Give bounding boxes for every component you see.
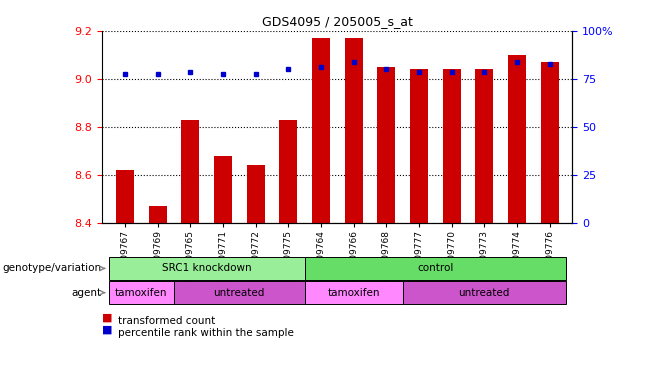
- Bar: [345, 38, 363, 223]
- Bar: [305, 281, 403, 304]
- Bar: [508, 55, 526, 223]
- Bar: [541, 62, 559, 223]
- Text: tamoxifen: tamoxifen: [115, 288, 167, 298]
- Text: genotype/variation: genotype/variation: [3, 263, 102, 273]
- Text: control: control: [417, 263, 453, 273]
- Bar: [305, 257, 566, 280]
- Bar: [403, 281, 566, 304]
- Text: tamoxifen: tamoxifen: [327, 288, 380, 298]
- Text: ■: ■: [102, 313, 113, 323]
- Text: untreated: untreated: [214, 288, 265, 298]
- Text: transformed count: transformed count: [118, 316, 216, 326]
- Bar: [247, 165, 265, 223]
- Bar: [149, 206, 166, 223]
- Bar: [174, 281, 305, 304]
- Bar: [475, 69, 494, 223]
- Bar: [181, 119, 199, 223]
- Bar: [443, 69, 461, 223]
- Text: percentile rank within the sample: percentile rank within the sample: [118, 328, 294, 338]
- Bar: [214, 156, 232, 223]
- Bar: [312, 38, 330, 223]
- Text: ■: ■: [102, 324, 113, 334]
- Bar: [279, 119, 297, 223]
- Bar: [377, 67, 395, 223]
- Text: SRC1 knockdown: SRC1 knockdown: [162, 263, 251, 273]
- Bar: [410, 69, 428, 223]
- Bar: [116, 170, 134, 223]
- Text: agent: agent: [72, 288, 102, 298]
- Text: untreated: untreated: [459, 288, 510, 298]
- Bar: [109, 281, 174, 304]
- Title: GDS4095 / 205005_s_at: GDS4095 / 205005_s_at: [262, 15, 413, 28]
- Bar: [109, 257, 305, 280]
